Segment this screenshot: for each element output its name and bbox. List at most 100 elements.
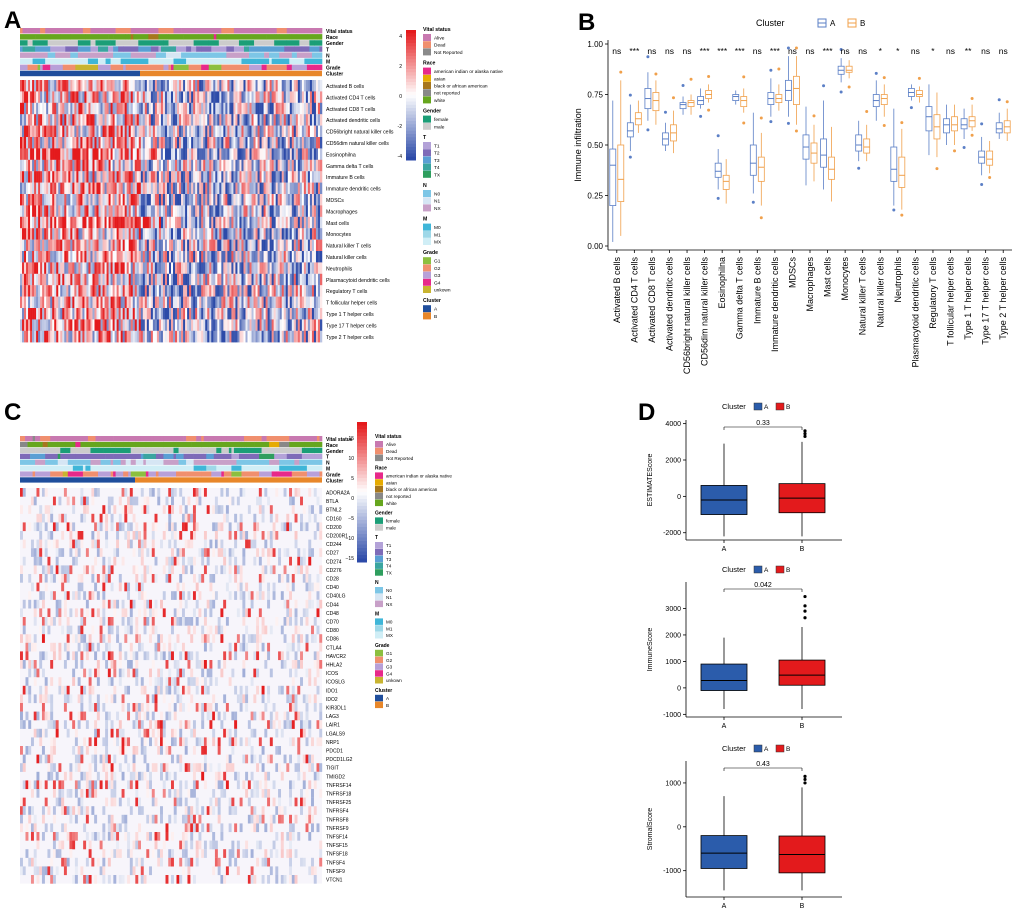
heatmap-cell — [44, 548, 48, 557]
legend-item: not reported — [434, 91, 460, 97]
heatmap-cell — [209, 228, 212, 240]
heatmap-cell — [150, 182, 154, 195]
heatmap-cell — [30, 239, 33, 252]
heatmap-cell — [140, 582, 144, 592]
annotation-cell — [125, 34, 129, 40]
heatmap-cell — [44, 216, 47, 229]
heatmap-cell — [110, 262, 113, 274]
heatmap-cell — [191, 308, 194, 320]
heatmap-cell — [62, 80, 65, 92]
heatmap-cell — [138, 285, 142, 297]
heatmap-cell — [118, 285, 121, 297]
heatmap-cell — [211, 171, 214, 183]
heatmap-cell — [96, 273, 99, 286]
panel-label-c: C — [4, 399, 21, 426]
annotation-cell — [135, 459, 144, 465]
annotation-cell — [286, 40, 300, 46]
heatmap-cell — [251, 102, 254, 115]
heatmap-cell — [82, 308, 85, 320]
heatmap-cell — [263, 114, 266, 126]
heatmap-cell — [108, 308, 111, 320]
heatmap-cell — [249, 239, 252, 252]
heatmap-cell — [233, 125, 236, 138]
annotation-cell — [148, 28, 159, 34]
heatmap-cell — [315, 137, 319, 149]
heatmap-cell — [243, 148, 246, 160]
heatmap-cell — [171, 148, 174, 160]
annotation-cell — [77, 52, 86, 58]
annotation-cell — [198, 447, 202, 454]
heatmap-cell — [317, 216, 321, 229]
heatmap-cell — [130, 80, 133, 92]
outlier-point — [646, 55, 650, 59]
heatmap-cell — [316, 591, 320, 600]
heatmap-cell — [205, 319, 208, 331]
heatmap-cell — [239, 125, 242, 138]
heatmap-cell — [154, 171, 158, 183]
outlier-point — [751, 200, 755, 204]
heatmap-cell — [283, 262, 287, 274]
heatmap-cell — [191, 239, 194, 252]
heatmap-cell — [60, 262, 63, 274]
heatmap-cell — [94, 522, 98, 532]
annotation-cell — [211, 46, 227, 52]
heatmap-cell — [94, 488, 98, 497]
heatmap-cell — [193, 216, 196, 229]
heatmap-cell — [171, 488, 174, 497]
heatmap-cell — [92, 182, 95, 195]
heatmap-cell — [63, 574, 67, 583]
heatmap-cell — [64, 137, 67, 149]
annotation-cell — [45, 453, 59, 459]
colorbar-segment — [406, 56, 416, 60]
heatmap-cell — [150, 102, 154, 115]
heatmap-cell — [94, 171, 97, 183]
heatmap-cell — [42, 205, 45, 217]
heatmap-cell — [273, 296, 276, 309]
heatmap-cell — [140, 488, 144, 497]
heatmap-cell — [47, 565, 51, 575]
heatmap-cell — [92, 194, 95, 206]
heatmap-cell — [28, 194, 31, 206]
heatmap-cell — [257, 194, 260, 206]
heatmap-cell — [22, 171, 25, 183]
heatmap-cell — [249, 262, 252, 274]
heatmap-cell — [63, 591, 67, 600]
heatmap-cell — [63, 599, 67, 609]
heatmap-cell — [201, 262, 204, 274]
heatmap-cell — [305, 522, 309, 532]
colorbar-segment — [406, 137, 416, 141]
heatmap-cell — [22, 91, 25, 103]
heatmap-cell — [319, 102, 323, 115]
annotation-cell — [155, 459, 159, 465]
heatmap-cell — [32, 205, 35, 217]
heatmap-cell — [110, 565, 114, 575]
heatmap-cell — [189, 171, 192, 183]
heatmap-cell — [305, 285, 309, 297]
heatmap-cell — [205, 102, 208, 115]
annotation-cell — [316, 28, 323, 34]
heatmap-cell — [84, 273, 87, 286]
heatmap-cell — [162, 205, 166, 217]
heatmap-cell — [315, 125, 319, 138]
annotation-cell — [206, 465, 217, 471]
annotation-cell — [140, 436, 152, 442]
heatmap-cell — [156, 251, 160, 263]
heatmap-cell — [253, 125, 256, 138]
heatmap-cell — [142, 319, 146, 331]
heatmap-cell — [217, 522, 221, 532]
heatmap-cell — [92, 228, 95, 240]
heatmap-cell — [90, 296, 93, 309]
heatmap-cell — [68, 91, 71, 103]
heatmap-cell — [207, 171, 210, 183]
heatmap-cell — [40, 80, 43, 92]
heatmap-cell — [84, 239, 87, 252]
heatmap-cell — [128, 273, 131, 286]
heatmap-cell — [190, 539, 194, 549]
heatmap-cell — [219, 228, 222, 240]
heatmap-cell — [42, 194, 45, 206]
heatmap-cell — [96, 591, 100, 600]
heatmap-cell — [62, 285, 65, 297]
heatmap-cell — [100, 91, 103, 103]
heatmap-cell — [106, 228, 109, 240]
heatmap-cell — [259, 330, 262, 343]
